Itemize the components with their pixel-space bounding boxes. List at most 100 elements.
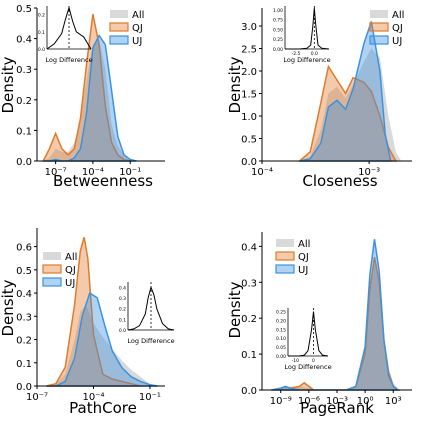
inset-x-tick-label: -2.5 (292, 51, 301, 57)
inset-x-label: Log Difference (284, 363, 331, 371)
x-tick-label: 10⁻⁴ (82, 167, 104, 178)
inset-y-tick-label: 1.00 (273, 8, 283, 14)
legend-swatch-qj (369, 22, 389, 32)
legend-label-qj: QJ (298, 252, 309, 263)
density-area-all (299, 48, 402, 161)
legend-label-uj: UJ (65, 278, 75, 289)
y-tick-label: 0.4 (16, 35, 32, 46)
inset-x-tick-label: -10 (292, 358, 299, 364)
inset-x-tick-label: 0 (312, 358, 315, 364)
y-tick-label: 0.0 (241, 386, 257, 397)
legend-swatch-qj (109, 22, 129, 32)
panel-betweenness: 0.0 0.1 0.2 0.3 0.4 0.5 10⁻⁷ 10⁻⁴ 10⁻¹Betweennes… (0, 4, 165, 190)
legend-swatch-all (43, 252, 61, 260)
inset-density-line (285, 7, 330, 50)
density-area-uj (271, 239, 401, 391)
inset-y-tick-label: 0.20 (276, 318, 286, 324)
x-tick-label: 10⁻⁴ (82, 392, 104, 403)
y-tick-label: 0.0 (241, 157, 257, 168)
x-tick-label: 10⁰ (357, 396, 374, 407)
x-axis-label: Closeness (302, 172, 377, 190)
x-tick-label: 10⁻³ (358, 167, 380, 178)
density-area-uj (299, 21, 392, 162)
x-tick-label: 10⁻⁹ (270, 396, 292, 407)
legend-label-all: All (298, 239, 310, 250)
legend: All QJ UJ (275, 239, 310, 276)
x-tick-label: 10⁻¹ (139, 392, 161, 403)
panel-pathcore: 0.0 0.1 0.2 0.3 0.4 0.5 0.6 10⁻⁷ 10⁻⁴ 10⁻¹PathCor… (0, 228, 175, 417)
y-tick-label: 0.2 (241, 314, 257, 325)
x-axis-label: Betweenness (53, 172, 153, 190)
x-tick-label: 10⁻¹ (119, 167, 141, 178)
legend-label-qj: QJ (392, 23, 403, 34)
inset-y-tick-label: 0.2 (38, 13, 45, 19)
x-tick-label: 10⁻⁴ (251, 167, 273, 178)
y-tick-label: 0.4 (16, 289, 32, 300)
inset-y-tick-label: 0.25 (276, 310, 286, 316)
inset-x-label: Log Difference (283, 56, 330, 64)
panel-pagerank: 0.0 0.1 0.2 0.3 0.4 10⁻⁹ 10⁻⁶ 10⁻³ 10⁰ 10³ PageRan… (226, 232, 412, 417)
x-tick-label: 10⁻³ (326, 396, 348, 407)
inset-y-tick-label: 0.0 (119, 328, 126, 334)
inset-y-tick-label: 0.75 (273, 18, 283, 24)
y-tick-label: 0.0 (16, 157, 32, 168)
y-tick-label: 2.5 (241, 45, 257, 56)
x-tick-label: 10⁻⁷ (26, 392, 48, 403)
y-axis-label: Density (226, 56, 244, 113)
legend-label-uj: UJ (132, 36, 142, 47)
y-tick-label: 0.5 (16, 4, 32, 15)
inset-x-label: Log Difference (45, 56, 92, 64)
y-tick-label: 0.0 (16, 382, 32, 393)
y-tick-label: 2.0 (241, 67, 257, 78)
legend-swatch-uj (109, 35, 129, 45)
legend-swatch-uj (42, 277, 62, 287)
legend-swatch-all (276, 239, 294, 247)
inset-y-tick-label: 0.00 (276, 354, 286, 360)
inset-y-tick-label: 0.1 (119, 317, 126, 323)
x-tick-label: 10³ (385, 396, 402, 407)
y-tick-label: 0.1 (16, 359, 32, 370)
inset-y-tick-label: 0.4 (119, 285, 126, 291)
density-area-all (43, 38, 137, 161)
inset-y-tick-label: 0.1 (38, 30, 45, 36)
inset-log-difference: 0.0 0.1 0.2 Log Difference (38, 5, 93, 64)
y-tick-label: 0.2 (16, 96, 32, 107)
y-axis-label: Density (226, 281, 244, 338)
legend-swatch-uj (275, 264, 295, 274)
y-tick-label: 3.0 (241, 22, 257, 33)
inset-y-tick-label: 0.05 (276, 345, 286, 351)
inset-x-label: Log Difference (127, 337, 174, 345)
inset-y-tick-label: 0.0 (38, 47, 45, 53)
legend-label-all: All (65, 252, 77, 263)
y-tick-label: 0.5 (241, 135, 257, 146)
legend-label-all: All (132, 10, 144, 21)
legend-swatch-qj (275, 251, 295, 261)
y-tick-label: 0.3 (16, 65, 32, 76)
density-area-qj (46, 237, 141, 387)
y-tick-label: 1.5 (241, 90, 257, 101)
x-axis-label: PageRank (300, 399, 374, 417)
legend-swatch-uj (369, 35, 389, 45)
y-axis-label: Density (0, 279, 17, 336)
density-area-qj (41, 13, 131, 162)
legend-swatch-all (370, 10, 388, 18)
inset-y-tick-label: 0.3 (119, 296, 126, 302)
y-tick-label: 0.6 (16, 243, 32, 254)
x-axis-label: PathCore (69, 399, 137, 417)
inset-y-tick-label: 0.25 (273, 37, 283, 43)
legend-label-all: All (392, 10, 404, 21)
legend-label-qj: QJ (65, 265, 76, 276)
inset-density-line (288, 311, 329, 357)
x-tick-label: 10⁻⁷ (45, 167, 67, 178)
legend-label-uj: UJ (298, 265, 308, 276)
y-tick-label: 0.1 (241, 350, 257, 361)
inset-x-tick-label: 0.0 (311, 51, 318, 57)
legend: All QJ UJ (109, 10, 144, 47)
inset-y-tick-label: 0.00 (273, 47, 283, 53)
legend-swatch-all (110, 10, 128, 18)
legend-swatch-qj (42, 264, 62, 274)
